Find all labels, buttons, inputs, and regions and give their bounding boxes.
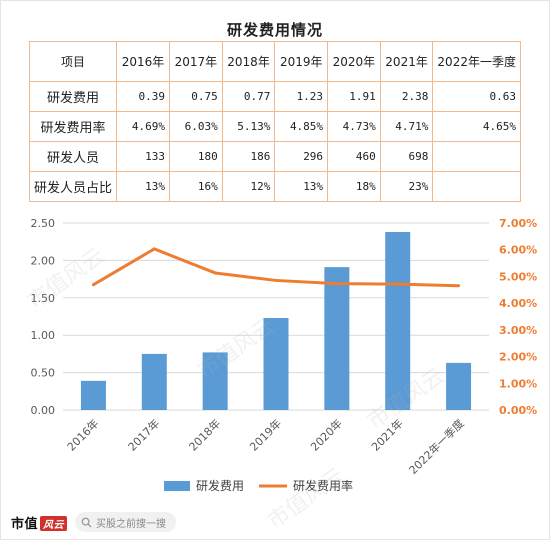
header-cell: 2017年	[169, 41, 223, 82]
bar	[263, 317, 289, 410]
table-cell: 13%	[274, 171, 329, 202]
table-cell: 4.73%	[327, 111, 381, 142]
y-left-tick-label: 1.00	[31, 329, 56, 342]
header-cell: 2018年	[221, 41, 276, 82]
table-header-row: 项目 2016年 2017年 2018年 2019年 2020年 2021年 2…	[28, 41, 521, 82]
table-cell: 0.77	[221, 81, 276, 112]
table-cell: 18%	[327, 171, 381, 202]
brand-name: 市值	[11, 516, 39, 532]
x-tick-label: 2020年	[308, 416, 345, 453]
table-cell: 0.63	[432, 81, 521, 112]
row-label: 研发费用	[28, 81, 118, 112]
search-box[interactable]: 买股之前搜一搜	[75, 512, 177, 532]
x-tick-label: 2021年	[368, 416, 405, 453]
line-point	[335, 282, 339, 286]
y-right-tick-label: 7.00%	[499, 217, 537, 230]
table-cell: 0.39	[116, 81, 171, 112]
table-cell: 698	[379, 141, 434, 172]
table-cell: 5.13%	[221, 111, 276, 142]
x-tick-label: 2019年	[247, 416, 284, 453]
row-label: 研发人员占比	[28, 171, 118, 202]
table-cell	[432, 141, 521, 172]
y-left-tick-label: 2.50	[31, 217, 56, 230]
search-icon	[81, 517, 92, 528]
legend-label: 研发费用	[196, 478, 244, 493]
footer: 市值 风云 买股之前搜一搜	[11, 511, 177, 533]
legend-bar-swatch	[164, 481, 190, 491]
table-row: 研发人员占比 13% 16% 12% 13% 18% 23%	[28, 171, 521, 202]
rd-expense-chart: 0.00 0.50 1.00 1.50 2.00 2.50 0.00% 1.00% 2.00% 3…	[31, 217, 538, 493]
x-tick-label: 2018年	[186, 416, 223, 453]
bar	[202, 352, 228, 410]
table-cell: 4.65%	[432, 111, 521, 142]
header-cell: 2016年	[116, 41, 171, 82]
table-cell: 16%	[169, 171, 223, 202]
y-right-tick-label: 4.00%	[499, 297, 537, 310]
row-label: 研发费用率	[28, 111, 118, 142]
table-cell: 296	[274, 141, 329, 172]
y-right-tick-label: 3.00%	[499, 324, 537, 337]
table-title: 研发费用情况	[226, 21, 323, 39]
table-row: 研发费用 0.39 0.75 0.77 1.23 1.91 2.38 0.63	[28, 81, 521, 112]
table-cell: 23%	[379, 171, 434, 202]
row-label: 研发人员	[28, 141, 118, 172]
bar	[385, 231, 411, 410]
x-tick-label: 2017年	[125, 416, 162, 453]
line-point	[457, 284, 461, 288]
table-row: 研发人员 133 180 186 296 460 698	[28, 141, 521, 172]
y-right-tick-label: 0.00%	[499, 404, 537, 417]
header-cell: 2022年一季度	[432, 41, 521, 82]
y-left-tick-label: 0.50	[31, 367, 56, 380]
line-point	[91, 283, 95, 287]
bar	[324, 267, 350, 410]
y-left-tick-label: 1.50	[31, 292, 56, 305]
table-cell: 2.38	[379, 81, 434, 112]
table-cell: 186	[221, 141, 276, 172]
search-placeholder: 买股之前搜一搜	[96, 518, 167, 530]
brand-mark: 风云	[40, 515, 68, 531]
bar	[446, 362, 472, 410]
rd-expense-table: 项目 2016年 2017年 2018年 2019年 2020年 2021年 2…	[28, 41, 521, 202]
brand-logo[interactable]: 市值 风云	[11, 513, 68, 532]
table-cell	[432, 171, 521, 202]
line-point	[274, 278, 278, 282]
bar	[80, 380, 106, 410]
line-point	[213, 271, 217, 275]
x-tick-label: 2022年一季度	[406, 416, 467, 477]
table-cell: 13%	[116, 171, 171, 202]
header-cell: 2019年	[274, 41, 329, 82]
bar	[141, 353, 167, 410]
header-cell: 2021年	[379, 41, 434, 82]
y-right-tick-label: 2.00%	[499, 351, 537, 364]
table-cell: 180	[169, 141, 223, 172]
table-cell: 12%	[221, 171, 276, 202]
y-right-tick-label: 6.00%	[499, 244, 537, 257]
table-row: 研发费用率 4.69% 6.03% 5.13% 4.85% 4.73% 4.71…	[28, 111, 521, 142]
x-tick-label: 2016年	[64, 416, 101, 453]
table-cell: 1.91	[327, 81, 381, 112]
header-cell: 项目	[28, 41, 118, 82]
y-left-tick-label: 0.00	[31, 404, 56, 417]
table-cell: 460	[327, 141, 381, 172]
y-right-tick-label: 5.00%	[499, 270, 537, 283]
table-cell: 4.71%	[379, 111, 434, 142]
table-cell: 0.75	[169, 81, 223, 112]
header-cell: 2020年	[327, 41, 381, 82]
line-point	[396, 282, 400, 286]
table-cell: 4.85%	[274, 111, 329, 142]
y-right-tick-label: 1.00%	[499, 377, 537, 390]
table-cell: 133	[116, 141, 171, 172]
table-cell: 6.03%	[169, 111, 223, 142]
table-cell: 1.23	[274, 81, 329, 112]
legend-label: 研发费用率	[293, 478, 353, 493]
y-left-tick-label: 2.00	[31, 254, 56, 267]
line-point	[152, 247, 156, 251]
table-cell: 4.69%	[116, 111, 171, 142]
